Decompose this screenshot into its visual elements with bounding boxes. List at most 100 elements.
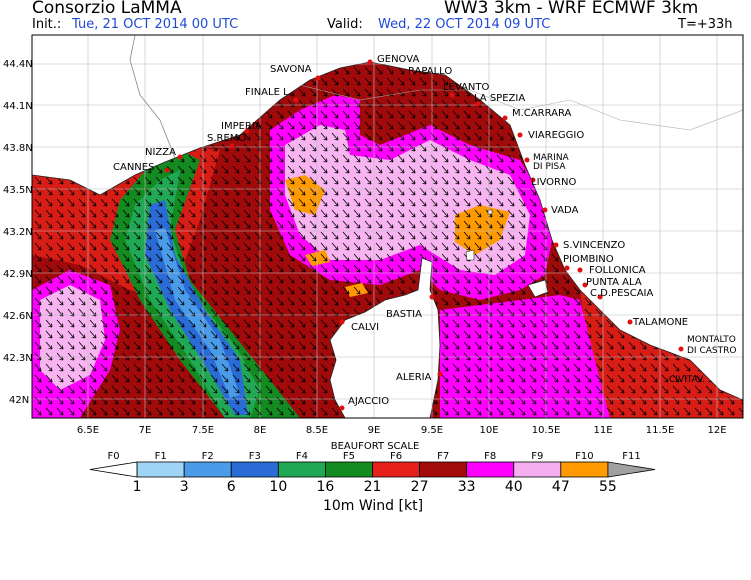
lon-tick: 10.5E bbox=[532, 425, 561, 436]
place-label: MARINA bbox=[533, 153, 570, 163]
lat-lon-grid bbox=[32, 35, 743, 418]
place-label: LEVANTO bbox=[443, 82, 490, 93]
legend-threshold-label: 1 bbox=[133, 479, 142, 495]
wind-arrows bbox=[32, 62, 743, 418]
legend-threshold-label: 33 bbox=[458, 479, 476, 495]
lat-tick: 42N bbox=[9, 395, 29, 406]
beaufort-legend: BEAUFORT SCALE F0 F1 F2 F3 F4 F5 F6 F7 F8 F9 F10 F1… bbox=[89, 441, 656, 514]
place-label: SAVONA bbox=[270, 64, 312, 75]
legend-class-label: F11 bbox=[622, 451, 640, 462]
place-label: CIVITAV. bbox=[669, 375, 705, 385]
legend-title: BEAUFORT SCALE bbox=[331, 441, 420, 452]
place-labels: GENOVA RAPALLO SAVONA LEVANTO LA SPEZIA … bbox=[113, 54, 736, 407]
lon-tick: 8.5E bbox=[306, 425, 328, 436]
place-label: ALERIA bbox=[396, 372, 432, 383]
lon-tick: 6.5E bbox=[77, 425, 99, 436]
land-gorgona bbox=[487, 209, 493, 215]
lat-tick: 44.4N bbox=[3, 59, 33, 70]
lat-tick: 42.3N bbox=[3, 353, 33, 364]
legend-class-label: F4 bbox=[296, 451, 308, 462]
place-label: CALVI bbox=[351, 322, 379, 333]
region-border bbox=[299, 84, 743, 131]
legend-swatch-f2 bbox=[183, 461, 232, 478]
lat-axis: 44.4N 44.1N 43.8N 43.5N 43.2N 42.9N 42.6… bbox=[3, 59, 33, 406]
valid-label: Valid: bbox=[327, 17, 363, 32]
app-title: Consorzio LaMMA bbox=[32, 0, 182, 18]
place-label: IMPERIA bbox=[221, 121, 262, 132]
legend-swatch-f9 bbox=[513, 461, 562, 478]
legend-swatch-f7 bbox=[419, 461, 468, 478]
legend-class-label: F5 bbox=[343, 451, 355, 462]
place-label: VIAREGGIO bbox=[528, 130, 584, 141]
legend-swatch-f0 bbox=[89, 461, 138, 478]
legend-swatch-f1 bbox=[136, 461, 185, 478]
place-label: PIOMBINO bbox=[563, 254, 614, 265]
place-label: BASTIA bbox=[386, 309, 422, 320]
legend-threshold-label: 40 bbox=[505, 479, 523, 495]
legend-threshold-label: 55 bbox=[599, 479, 617, 495]
place-label: DI CASTRO bbox=[687, 346, 736, 356]
country-border bbox=[129, 35, 176, 159]
legend-swatch-f3 bbox=[230, 461, 279, 478]
lon-tick: 10E bbox=[479, 425, 498, 436]
map-frame bbox=[31, 34, 744, 419]
lat-tick: 42.6N bbox=[3, 311, 33, 322]
legend-colorbar: F0 F1 F2 F3 F4 F5 F6 F7 F8 F9 F10 F11 1 3 6 10 16 21 27 33 4… bbox=[89, 451, 656, 495]
legend-threshold-label: 16 bbox=[317, 479, 335, 495]
land-corsica bbox=[329, 257, 441, 418]
lat-tick: 43.5N bbox=[3, 185, 33, 196]
legend-swatch-f4 bbox=[277, 461, 326, 478]
lat-tick: 43.2N bbox=[3, 227, 33, 238]
legend-class-label: F2 bbox=[202, 451, 214, 462]
legend-swatch-f8 bbox=[466, 461, 515, 478]
legend-class-label: F1 bbox=[155, 451, 167, 462]
legend-swatch-f6 bbox=[372, 461, 420, 478]
place-label: M.CARRARA bbox=[512, 108, 572, 119]
legend-class-label: F7 bbox=[437, 451, 449, 462]
place-label: FINALE L. bbox=[245, 87, 292, 98]
lon-tick: 9E bbox=[368, 425, 381, 436]
lon-tick: 8E bbox=[254, 425, 267, 436]
lat-tick: 42.9N bbox=[3, 269, 33, 280]
valid-datetime: Wed, 22 OCT 2014 09 UTC bbox=[378, 17, 551, 32]
model-title: WW3 3km - WRF ECMWF 3km bbox=[444, 0, 699, 18]
place-label: C.D.PESCAIA bbox=[590, 288, 654, 299]
place-label: S.VINCENZO bbox=[563, 240, 625, 251]
legend-threshold-label: 3 bbox=[180, 479, 189, 495]
legend-class-label: F3 bbox=[249, 451, 261, 462]
lon-tick: 12E bbox=[707, 425, 726, 436]
init-datetime: Tue, 21 OCT 2014 00 UTC bbox=[72, 17, 239, 32]
legend-class-label: F0 bbox=[107, 451, 119, 462]
legend-swatch-f11 bbox=[607, 461, 656, 478]
place-label: VADA bbox=[551, 205, 579, 216]
place-label: PUNTA ALA bbox=[586, 277, 642, 288]
lon-tick: 7.5E bbox=[192, 425, 214, 436]
land-elba bbox=[527, 279, 549, 298]
lat-tick: 44.1N bbox=[3, 101, 33, 112]
place-label: DI PISA bbox=[533, 162, 566, 172]
lat-tick: 43.8N bbox=[3, 143, 33, 154]
legend-swatch-f10 bbox=[560, 461, 609, 478]
forecast-step: T=+33h bbox=[678, 17, 733, 32]
legend-class-label: F10 bbox=[575, 451, 593, 462]
place-label: RAPALLO bbox=[408, 66, 452, 77]
lon-tick: 11.5E bbox=[646, 425, 675, 436]
place-label: AJACCIO bbox=[348, 396, 389, 407]
place-label: S.REMO bbox=[207, 133, 246, 144]
place-label: GENOVA bbox=[377, 54, 419, 65]
legend-class-label: F8 bbox=[484, 451, 496, 462]
place-label: CANNES bbox=[113, 162, 154, 173]
lon-tick: 7E bbox=[139, 425, 152, 436]
legend-caption: 10m Wind [kt] bbox=[323, 498, 423, 514]
place-label: LA SPEZIA bbox=[474, 93, 525, 104]
lon-tick: 9.5E bbox=[421, 425, 443, 436]
legend-threshold-label: 27 bbox=[411, 479, 429, 495]
legend-threshold-label: 6 bbox=[227, 479, 236, 495]
legend-class-label: F6 bbox=[390, 451, 402, 462]
place-label: MONTALTO bbox=[687, 335, 736, 345]
land-capraia bbox=[465, 249, 475, 261]
map-field bbox=[32, 35, 743, 418]
legend-threshold-label: 21 bbox=[364, 479, 382, 495]
lon-axis: 6.5E 7E 7.5E 8E 8.5E 9E 9.5E 10E 10.5E 1… bbox=[77, 425, 727, 436]
